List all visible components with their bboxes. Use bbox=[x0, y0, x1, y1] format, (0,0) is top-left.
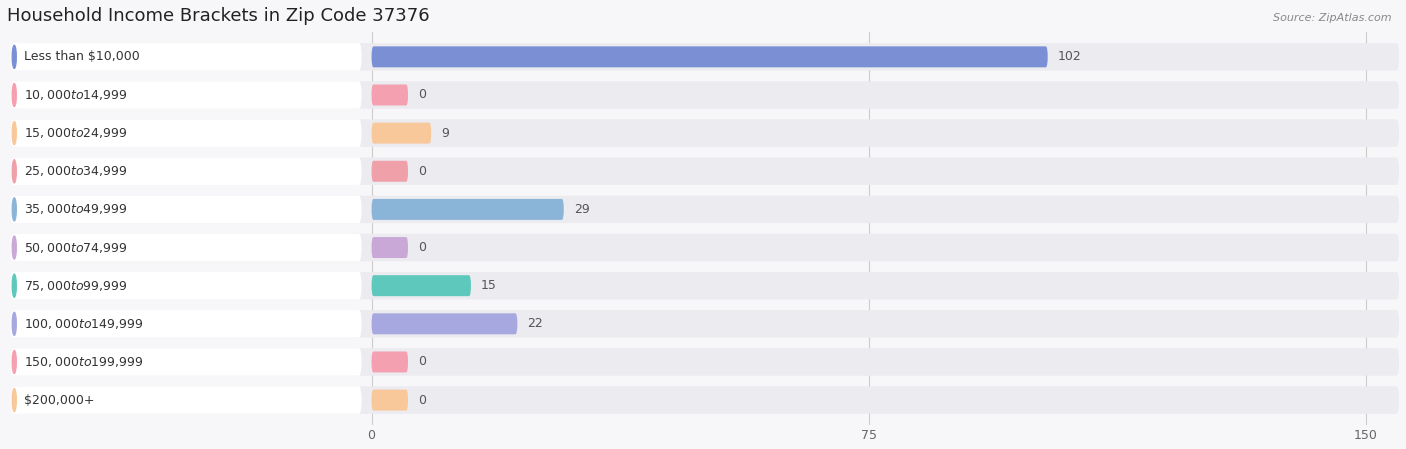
FancyBboxPatch shape bbox=[10, 272, 1399, 299]
Circle shape bbox=[13, 313, 17, 335]
Text: Household Income Brackets in Zip Code 37376: Household Income Brackets in Zip Code 37… bbox=[7, 7, 430, 25]
FancyBboxPatch shape bbox=[10, 81, 1399, 109]
FancyBboxPatch shape bbox=[10, 387, 1399, 414]
FancyBboxPatch shape bbox=[10, 119, 1399, 147]
FancyBboxPatch shape bbox=[371, 390, 408, 410]
Text: 0: 0 bbox=[418, 241, 426, 254]
FancyBboxPatch shape bbox=[371, 161, 408, 182]
FancyBboxPatch shape bbox=[10, 81, 361, 109]
Text: $200,000+: $200,000+ bbox=[24, 394, 94, 407]
Text: 0: 0 bbox=[418, 356, 426, 369]
Circle shape bbox=[13, 350, 17, 374]
Text: 0: 0 bbox=[418, 88, 426, 101]
FancyBboxPatch shape bbox=[10, 234, 361, 261]
FancyBboxPatch shape bbox=[10, 348, 1399, 376]
Circle shape bbox=[13, 198, 17, 221]
Text: 102: 102 bbox=[1057, 50, 1081, 63]
Text: $150,000 to $199,999: $150,000 to $199,999 bbox=[24, 355, 143, 369]
FancyBboxPatch shape bbox=[10, 43, 361, 70]
FancyBboxPatch shape bbox=[10, 196, 1399, 223]
Text: $75,000 to $99,999: $75,000 to $99,999 bbox=[24, 279, 128, 293]
FancyBboxPatch shape bbox=[371, 123, 432, 144]
FancyBboxPatch shape bbox=[10, 234, 1399, 261]
Text: $35,000 to $49,999: $35,000 to $49,999 bbox=[24, 202, 128, 216]
Text: Source: ZipAtlas.com: Source: ZipAtlas.com bbox=[1274, 13, 1392, 23]
Text: 15: 15 bbox=[481, 279, 496, 292]
Circle shape bbox=[13, 274, 17, 297]
Circle shape bbox=[13, 160, 17, 183]
FancyBboxPatch shape bbox=[10, 272, 361, 299]
FancyBboxPatch shape bbox=[10, 387, 361, 414]
FancyBboxPatch shape bbox=[371, 199, 564, 220]
FancyBboxPatch shape bbox=[10, 310, 1399, 338]
Circle shape bbox=[13, 122, 17, 145]
Circle shape bbox=[13, 388, 17, 412]
Text: $50,000 to $74,999: $50,000 to $74,999 bbox=[24, 241, 128, 255]
Text: 0: 0 bbox=[418, 165, 426, 178]
Text: 9: 9 bbox=[441, 127, 449, 140]
FancyBboxPatch shape bbox=[10, 348, 361, 376]
FancyBboxPatch shape bbox=[371, 313, 517, 335]
FancyBboxPatch shape bbox=[371, 352, 408, 373]
FancyBboxPatch shape bbox=[371, 237, 408, 258]
Circle shape bbox=[13, 45, 17, 68]
Text: $25,000 to $34,999: $25,000 to $34,999 bbox=[24, 164, 128, 178]
FancyBboxPatch shape bbox=[10, 196, 361, 223]
FancyBboxPatch shape bbox=[371, 84, 408, 106]
Text: 29: 29 bbox=[574, 203, 589, 216]
FancyBboxPatch shape bbox=[10, 158, 1399, 185]
Text: $15,000 to $24,999: $15,000 to $24,999 bbox=[24, 126, 128, 140]
Text: $100,000 to $149,999: $100,000 to $149,999 bbox=[24, 317, 143, 331]
FancyBboxPatch shape bbox=[10, 119, 361, 147]
Text: 0: 0 bbox=[418, 394, 426, 407]
FancyBboxPatch shape bbox=[371, 275, 471, 296]
FancyBboxPatch shape bbox=[10, 310, 361, 338]
FancyBboxPatch shape bbox=[371, 46, 1047, 67]
Text: 22: 22 bbox=[527, 317, 543, 330]
Circle shape bbox=[13, 236, 17, 259]
FancyBboxPatch shape bbox=[10, 43, 1399, 70]
Text: $10,000 to $14,999: $10,000 to $14,999 bbox=[24, 88, 128, 102]
FancyBboxPatch shape bbox=[10, 158, 361, 185]
Circle shape bbox=[13, 84, 17, 106]
Text: Less than $10,000: Less than $10,000 bbox=[24, 50, 141, 63]
